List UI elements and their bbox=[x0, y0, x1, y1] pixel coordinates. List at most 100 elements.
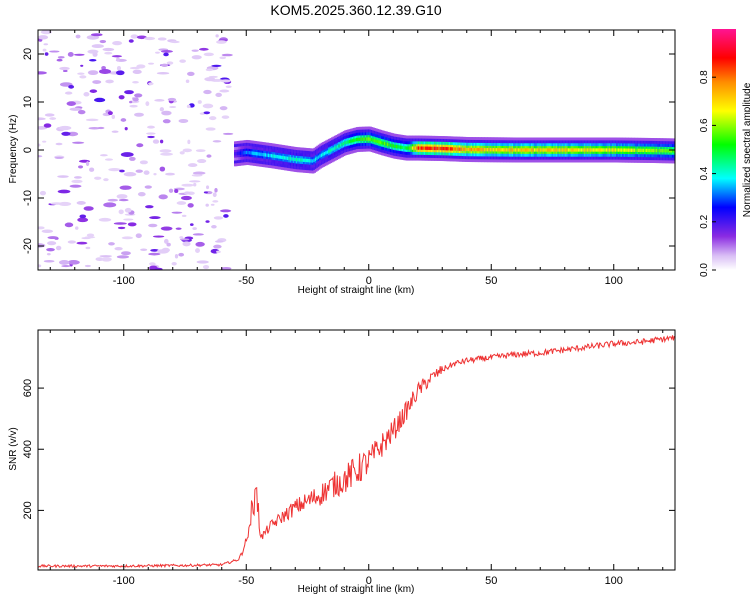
noise-blob bbox=[149, 216, 161, 220]
noise-blob bbox=[127, 222, 137, 227]
noise-blob bbox=[123, 218, 134, 221]
y-tick-label: -20 bbox=[22, 238, 34, 254]
noise-blob bbox=[179, 59, 186, 63]
ridge-cell bbox=[331, 148, 334, 152]
ridge-cell bbox=[358, 137, 362, 142]
ridge-cell bbox=[595, 148, 599, 152]
ridge-cell bbox=[489, 148, 493, 152]
ridge-cell bbox=[250, 151, 253, 155]
noise-blob bbox=[119, 185, 132, 190]
noise-blob bbox=[221, 115, 230, 119]
noise-blob bbox=[83, 92, 90, 97]
spectrogram-y-axis-label: Frequency (Hz) bbox=[8, 115, 19, 184]
noise-blob bbox=[129, 66, 141, 70]
noise-blob bbox=[113, 222, 127, 225]
ridge-cell bbox=[522, 148, 525, 152]
ridge-cell bbox=[295, 157, 299, 162]
ridge-cell bbox=[276, 155, 280, 159]
ridge-cell bbox=[558, 148, 562, 152]
noise-blob bbox=[88, 127, 101, 130]
ridge-cell bbox=[648, 148, 652, 153]
noise-blob bbox=[178, 118, 189, 123]
noise-blob bbox=[196, 260, 209, 264]
ridge-cell bbox=[670, 149, 674, 153]
ridge-cell bbox=[470, 147, 474, 152]
ridge-cell bbox=[498, 148, 502, 152]
ridge-cell bbox=[351, 139, 355, 143]
noise-blob bbox=[164, 238, 169, 244]
ridge-cell bbox=[345, 140, 349, 145]
ridge-cell bbox=[298, 158, 302, 162]
ridge-cell bbox=[622, 148, 625, 152]
noise-blob bbox=[199, 47, 209, 51]
noise-blob bbox=[124, 126, 128, 131]
ridge-cell bbox=[604, 148, 608, 152]
noise-blob bbox=[181, 183, 194, 187]
ridge-cell bbox=[667, 149, 671, 153]
ridge-cell bbox=[317, 155, 321, 159]
noise-blob bbox=[76, 201, 86, 205]
ridge-cell bbox=[453, 147, 456, 151]
ridge-cell bbox=[607, 148, 610, 152]
snr-y-axis-label: SNR (v/v) bbox=[8, 427, 19, 470]
ridge-cell bbox=[567, 148, 571, 152]
noise-blob bbox=[171, 211, 183, 214]
ridge-cell bbox=[650, 148, 653, 153]
ridge-cell bbox=[303, 158, 306, 162]
ridge-cell bbox=[273, 154, 277, 158]
ridge-cell bbox=[542, 148, 546, 152]
noise-blob bbox=[137, 191, 146, 197]
ridge-cell bbox=[388, 143, 391, 147]
ridge-cell bbox=[580, 148, 584, 152]
noise-blob bbox=[135, 169, 143, 173]
ridge-cell bbox=[473, 147, 477, 152]
noise-blob bbox=[215, 240, 224, 243]
noise-blob bbox=[205, 203, 209, 207]
ridge-cell bbox=[582, 148, 585, 152]
noise-blob bbox=[166, 242, 171, 247]
ridge-cell bbox=[332, 147, 336, 151]
ridge-cell bbox=[657, 148, 660, 153]
noise-blob bbox=[57, 175, 69, 178]
noise-blob bbox=[38, 264, 42, 268]
ridge-cell bbox=[536, 148, 540, 152]
noise-blob bbox=[219, 56, 227, 60]
ridge-cell bbox=[430, 146, 434, 151]
noise-blob bbox=[84, 236, 96, 239]
ridge-cell bbox=[589, 148, 593, 152]
noise-blob bbox=[124, 207, 132, 213]
ridge-cell bbox=[504, 148, 508, 152]
ridge-cell bbox=[644, 148, 647, 153]
ridge-cell bbox=[577, 148, 581, 152]
noise-blob bbox=[202, 103, 214, 109]
noise-blob bbox=[90, 33, 103, 37]
plot-frame bbox=[37, 329, 676, 571]
x-tick-label: 0 bbox=[366, 275, 372, 287]
y-tick-label: 20 bbox=[22, 48, 34, 60]
ridge-cell bbox=[501, 148, 505, 152]
ridge-cell bbox=[234, 152, 237, 156]
y-tick-label: -10 bbox=[22, 190, 34, 206]
noise-blob bbox=[55, 245, 62, 251]
ridge-cell bbox=[413, 146, 416, 150]
ridge-cell bbox=[491, 148, 494, 152]
ridge-cell bbox=[627, 148, 631, 152]
ridge-cell bbox=[417, 146, 421, 150]
ridge-cell bbox=[494, 148, 497, 152]
noise-blob bbox=[140, 248, 148, 252]
ridge-cell bbox=[235, 151, 239, 156]
ridge-cell bbox=[645, 148, 649, 153]
ridge-cell bbox=[403, 146, 406, 150]
x-tick-label: -100 bbox=[113, 575, 135, 587]
noise-blob bbox=[58, 125, 72, 131]
ridge-cell bbox=[517, 148, 521, 152]
ridge-cell bbox=[260, 152, 264, 157]
noise-blob bbox=[219, 106, 228, 111]
ridge-cell bbox=[476, 147, 480, 152]
noise-blob bbox=[187, 139, 191, 145]
ridge-cell bbox=[642, 148, 646, 153]
ridge-cell bbox=[602, 148, 606, 152]
noise-blob bbox=[135, 233, 142, 239]
noise-blob bbox=[42, 48, 47, 52]
ridge-cell bbox=[338, 144, 341, 148]
